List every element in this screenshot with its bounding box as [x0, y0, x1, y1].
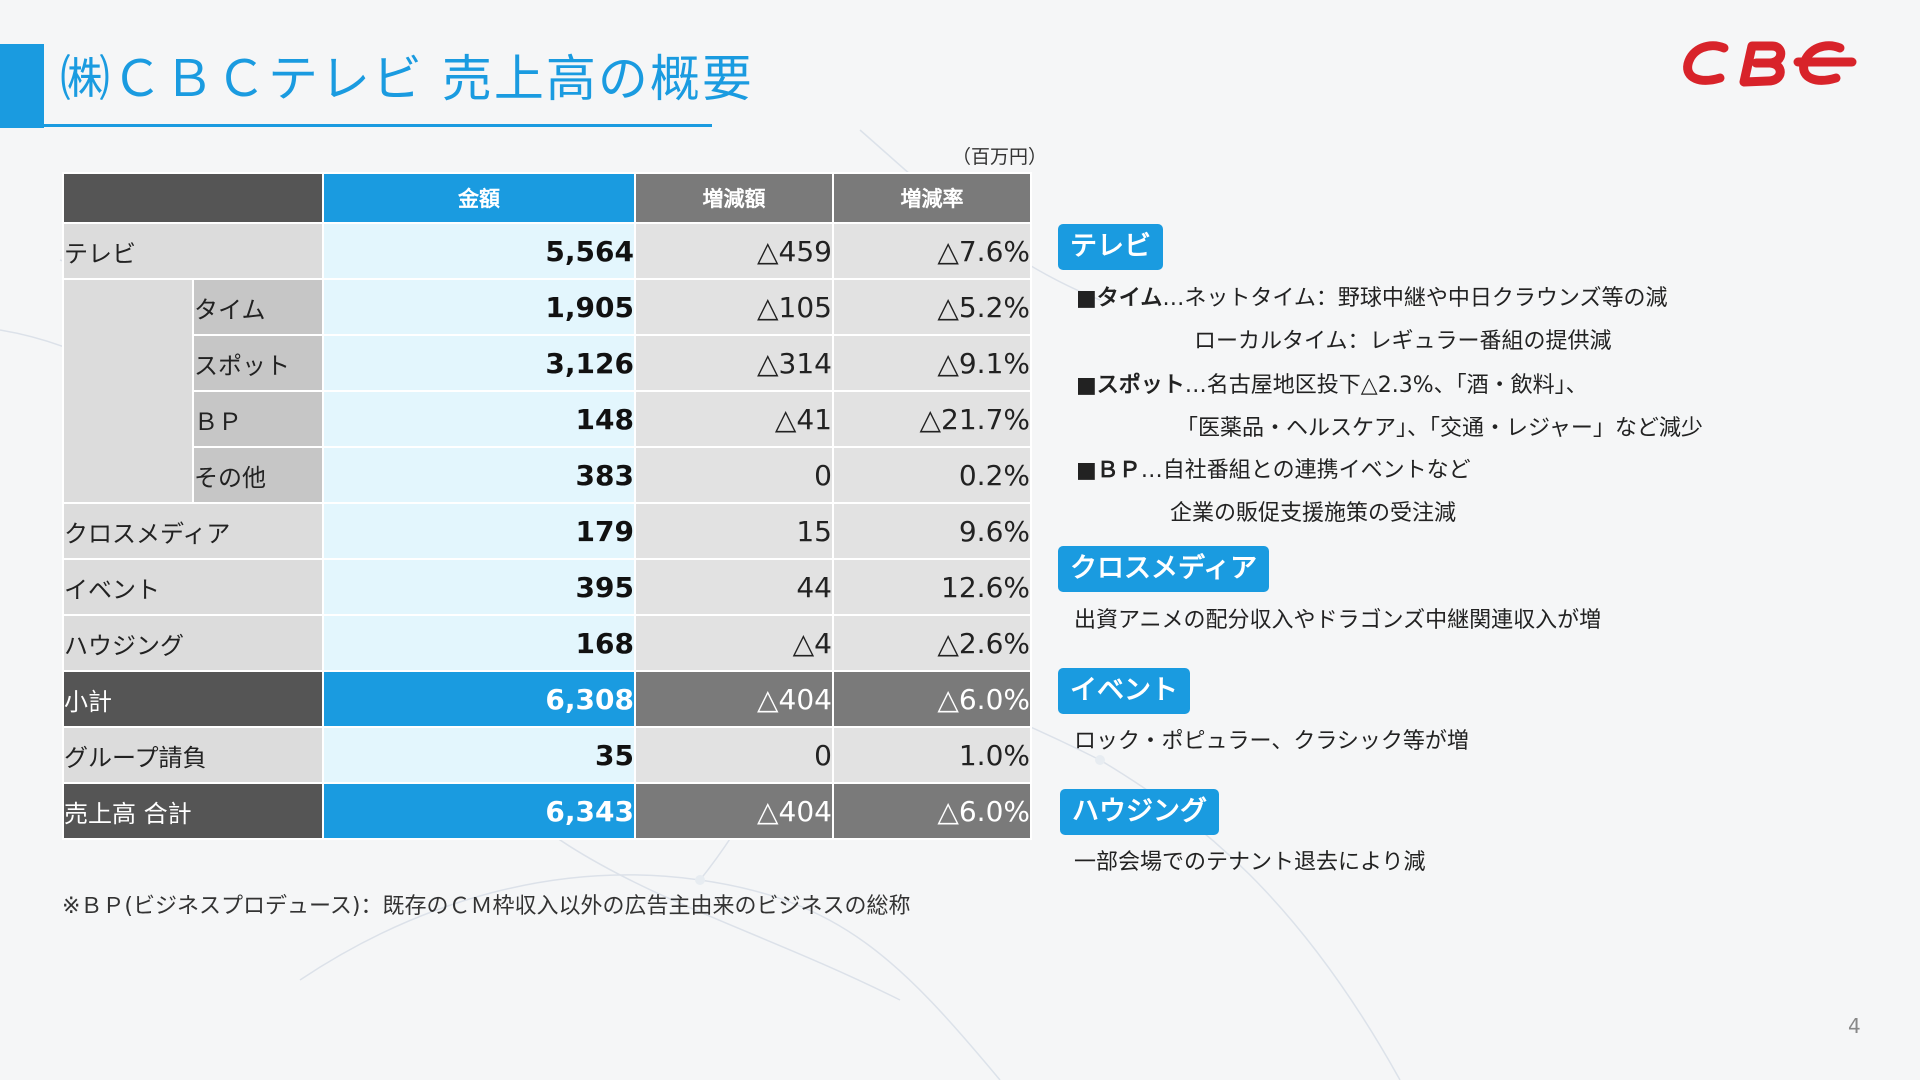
row-label: その他: [192, 446, 324, 504]
note-tv-time-head: ■タイム: [1076, 286, 1163, 311]
badge-event: イベント: [1058, 668, 1190, 714]
note-tv-spot-head: ■スポット: [1076, 373, 1185, 398]
total-row: 売上高 合計 6,343 △404 △6.0%: [62, 782, 1032, 840]
row-amount: 168: [322, 614, 636, 672]
row-change: △404: [634, 670, 834, 728]
row-change: 15: [634, 502, 834, 560]
row-amount: 6,343: [322, 782, 636, 840]
row-amount: 1,905: [322, 278, 636, 336]
note-housing: 一部会場でのテナント退去により減: [1074, 850, 1426, 875]
row-label: テレビ: [62, 222, 324, 280]
row-rate: △21.7%: [832, 390, 1032, 448]
row-change: △404: [634, 782, 834, 840]
row-label: スポット: [192, 334, 324, 392]
row-change: △41: [634, 390, 834, 448]
note-crossmedia: 出資アニメの配分収入やドラゴンズ中継関連収入が増: [1074, 608, 1602, 633]
row-label: グループ請負: [62, 726, 324, 784]
note-tv-time-text: …ネットタイム：野球中継や中日クラウンズ等の減: [1162, 286, 1668, 311]
row-label: 小計: [62, 670, 324, 728]
note-tv-bp-head: ■ＢＰ: [1076, 458, 1141, 483]
header-amount: 金額: [322, 172, 636, 224]
row-amount: 6,308: [322, 670, 636, 728]
row-rate: △6.0%: [832, 782, 1032, 840]
row-change: 44: [634, 558, 834, 616]
row-label: 売上高 合計: [62, 782, 324, 840]
row-amount: 395: [322, 558, 636, 616]
table-row: テレビ 5,564 △459 △7.6%: [62, 222, 1032, 280]
table-row: グループ請負 35 0 1.0%: [62, 726, 1032, 784]
row-rate: △9.1%: [832, 334, 1032, 392]
row-label: タイム: [192, 278, 324, 336]
row-label: イベント: [62, 558, 324, 616]
row-rate: △7.6%: [832, 222, 1032, 280]
table-row: イベント 395 44 12.6%: [62, 558, 1032, 616]
row-rate: 9.6%: [832, 502, 1032, 560]
badge-housing: ハウジング: [1060, 789, 1219, 835]
table-header-row: 金額 増減額 増減率: [62, 172, 1032, 224]
row-amount: 35: [322, 726, 636, 784]
row-change: △314: [634, 334, 834, 392]
page-number: 4: [1848, 1014, 1861, 1038]
title-accent-bar: [0, 44, 44, 128]
note-tv-time-line1: ■タイム…ネットタイム：野球中継や中日クラウンズ等の減: [1076, 284, 1667, 314]
tv-subgroup-spacer: [62, 278, 194, 504]
row-change: △459: [634, 222, 834, 280]
note-event: ロック・ポピュラー、クラシック等が増: [1074, 729, 1469, 754]
row-change: 0: [634, 446, 834, 504]
note-tv-spot-line2: 「医薬品・ヘルスケア」、「交通・レジャー」など減少: [1176, 416, 1703, 441]
header-label: [62, 172, 324, 224]
row-label: クロスメディア: [62, 502, 324, 560]
table-row: タイム 1,905 △105 △5.2%: [62, 278, 1032, 504]
row-amount: 383: [322, 446, 636, 504]
footnote: ※ＢＰ(ビジネスプロデュース)：既存のＣＭ枠収入以外の広告主由来のビジネスの総称: [62, 894, 911, 919]
header-change: 増減額: [634, 172, 834, 224]
badge-crossmedia: クロスメディア: [1058, 546, 1270, 592]
row-rate: 12.6%: [832, 558, 1032, 616]
unit-label: （百万円）: [952, 146, 1048, 168]
note-tv-time-line2: ローカルタイム：レギュラー番組の提供減: [1194, 329, 1612, 354]
row-change: △105: [634, 278, 834, 336]
header-rate: 増減率: [832, 172, 1032, 224]
table-row: ＢＰ 148 △41 △21.7%: [63, 390, 1032, 448]
page-title: ㈱ＣＢＣテレビ 売上高の概要: [60, 50, 754, 108]
note-tv-bp-text: …自社番組との連携イベントなど: [1140, 458, 1471, 483]
table-row: スポット 3,126 △314 △9.1%: [63, 334, 1032, 392]
cbc-logo: [1683, 41, 1857, 87]
row-label: ＢＰ: [192, 390, 324, 448]
sales-table: 金額 増減額 増減率 テレビ 5,564 △459 △7.6% タイム 1,90…: [62, 172, 1032, 840]
title-underline: [44, 124, 712, 127]
note-tv-spot-text: …名古屋地区投下△2.3%、「酒・飲料」、: [1184, 373, 1588, 398]
note-tv-bp-line1: ■ＢＰ…自社番組との連携イベントなど: [1076, 456, 1471, 486]
row-amount: 3,126: [322, 334, 636, 392]
subtotal-row: 小計 6,308 △404 △6.0%: [62, 670, 1032, 728]
table-row: その他 383 0 0.2%: [63, 446, 1032, 504]
row-amount: 148: [322, 390, 636, 448]
table-row: クロスメディア 179 15 9.6%: [62, 502, 1032, 560]
badge-tv: テレビ: [1058, 224, 1163, 270]
row-rate: 1.0%: [832, 726, 1032, 784]
row-change: 0: [634, 726, 834, 784]
row-amount: 5,564: [322, 222, 636, 280]
row-rate: △2.6%: [832, 614, 1032, 672]
table-row: ハウジング 168 △4 △2.6%: [62, 614, 1032, 672]
row-rate: △6.0%: [832, 670, 1032, 728]
note-tv-spot-line1: ■スポット…名古屋地区投下△2.3%、「酒・飲料」、: [1076, 371, 1588, 401]
row-label: ハウジング: [62, 614, 324, 672]
row-amount: 179: [322, 502, 636, 560]
note-tv-bp-line2: 企業の販促支援施策の受注減: [1170, 501, 1457, 526]
row-rate: △5.2%: [832, 278, 1032, 336]
row-rate: 0.2%: [832, 446, 1032, 504]
row-change: △4: [634, 614, 834, 672]
